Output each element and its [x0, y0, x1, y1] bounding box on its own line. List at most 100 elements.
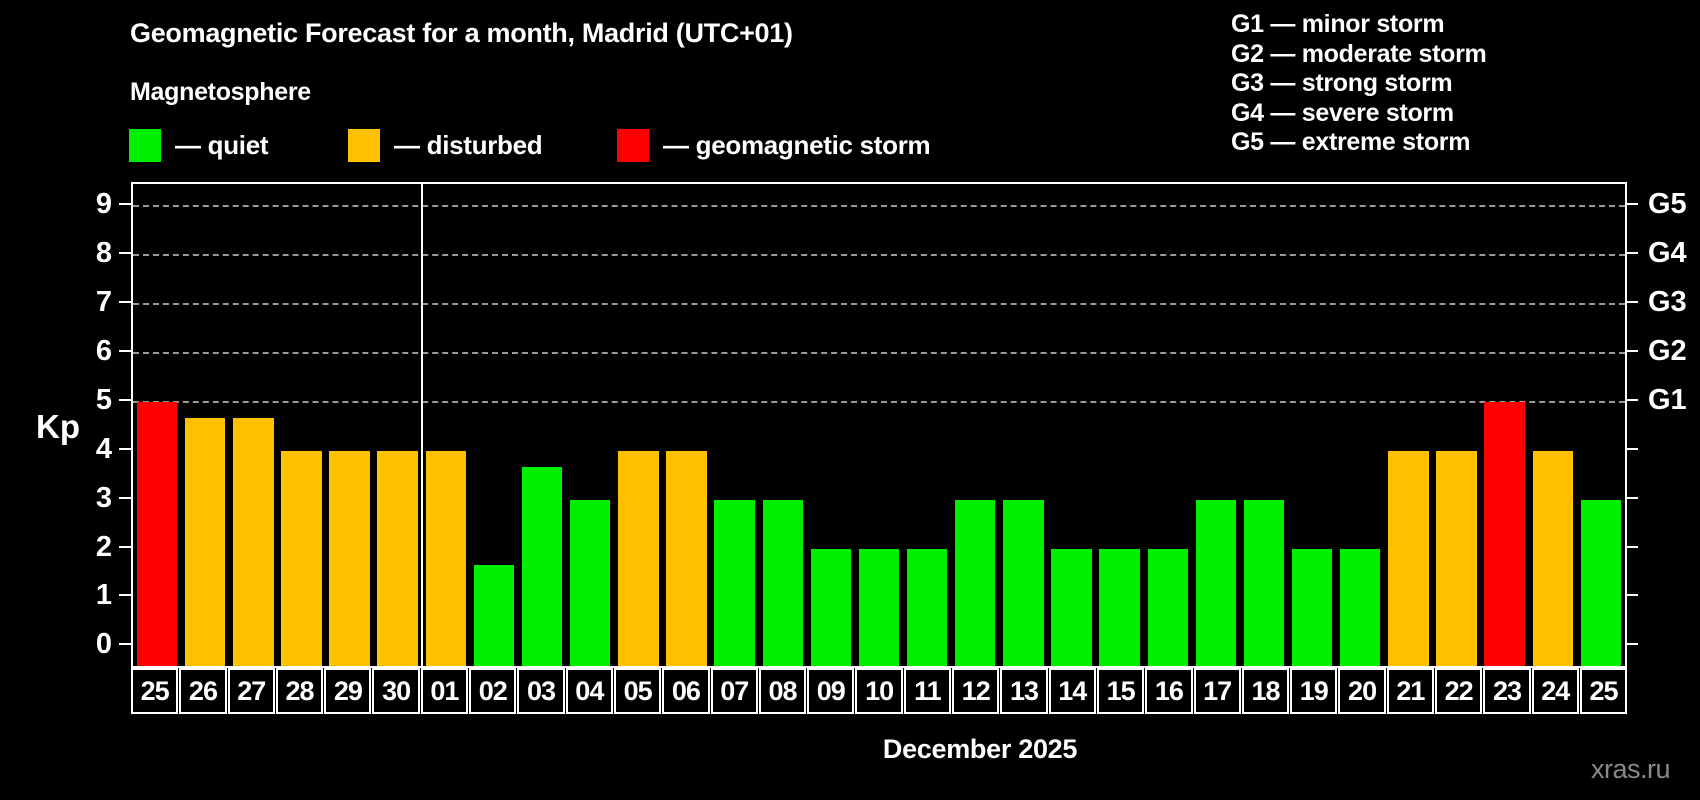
- day-label-05-dec: 05: [613, 668, 662, 714]
- kp-bar-day-29: [329, 450, 370, 666]
- kp-bar-day-24: [1532, 450, 1573, 666]
- x-axis-day-labels: 25 26 27 28 29 30 01 02 03 04 05 06 07 08 09 10 11 12 13 14…: [131, 668, 1628, 714]
- kp-bar-day-05: [618, 450, 659, 666]
- kp-bar-day-25: [136, 401, 178, 666]
- kp-bar-day-11: [906, 548, 948, 666]
- day-label-02-dec: 02: [469, 668, 517, 714]
- day-label-07-dec: 07: [710, 668, 758, 714]
- y-axis-tick-right-2: [1625, 545, 1638, 548]
- kp-bar-day-27: [233, 417, 274, 666]
- day-label-10-dec: 10: [855, 668, 903, 714]
- kp-bar-day-28: [281, 450, 322, 666]
- y-axis-tick-right-5: [1625, 398, 1638, 401]
- kp-bar-day-14: [1051, 548, 1092, 666]
- kp-bar-day-06: [666, 450, 707, 666]
- legend-item-storm: — geomagnetic storm: [617, 128, 931, 162]
- kp-bar-day-21: [1388, 450, 1429, 666]
- y-axis-tick-left-9: [119, 203, 131, 206]
- day-label-23-dec: 23: [1483, 668, 1531, 714]
- gridline-kp-7: [133, 302, 1625, 305]
- y-axis-label-1: 1: [95, 579, 112, 612]
- y-axis-tick-right-8: [1625, 251, 1638, 254]
- right-axis-label-g1: G1: [1648, 383, 1687, 416]
- day-label-19-dec: 19: [1290, 668, 1338, 714]
- day-label-03-dec: 03: [517, 668, 565, 714]
- day-label-24-dec: 24: [1531, 668, 1579, 714]
- y-axis-tick-left-1: [119, 594, 131, 597]
- y-axis-tick-left-2: [119, 545, 131, 548]
- kp-bar-day-12: [955, 499, 996, 666]
- kp-bar-day-08: [762, 499, 803, 666]
- chart-title: Geomagnetic Forecast for a month, Madrid…: [130, 18, 793, 48]
- day-label-17-dec: 17: [1193, 668, 1241, 714]
- right-axis-label-g5: G5: [1648, 188, 1687, 221]
- g-legend-line-2: G2 — moderate storm: [1231, 39, 1487, 68]
- y-axis-tick-left-5: [119, 398, 131, 401]
- right-axis-label-g4: G4: [1648, 236, 1687, 269]
- day-label-14-dec: 14: [1048, 668, 1096, 714]
- kp-bar-day-15: [1099, 548, 1140, 666]
- y-axis-tick-left-8: [119, 251, 131, 254]
- day-label-04-dec: 04: [565, 668, 613, 714]
- y-axis-label-4: 4: [95, 432, 112, 465]
- legend-swatch-quiet-icon: [129, 128, 161, 162]
- y-axis-tick-left-0: [119, 643, 131, 646]
- day-label-21-dec: 21: [1386, 668, 1435, 714]
- y-axis-label-2: 2: [95, 530, 112, 563]
- day-label-12-dec: 12: [952, 668, 1000, 714]
- y-axis-tick-left-6: [119, 349, 131, 352]
- kp-bar-day-10: [858, 548, 900, 666]
- g-legend-line-5: G5 — extreme storm: [1231, 128, 1471, 156]
- kp-bar-day-13: [1003, 499, 1044, 666]
- gridline-kp-6: [133, 351, 1625, 354]
- day-label-25-dec: 25: [1579, 668, 1628, 714]
- g-scale-legend: G1 — minor storm G2 — moderate storm G3 — …: [1231, 10, 1487, 158]
- g-legend-line-3: G3 — strong storm: [1231, 69, 1453, 97]
- y-axis-label-9: 9: [95, 188, 112, 221]
- legend-label-disturbed: — disturbed: [394, 129, 543, 160]
- legend-label-storm: — geomagnetic storm: [663, 129, 931, 160]
- day-label-06-dec: 06: [662, 668, 710, 714]
- y-axis-tick-right-1: [1625, 594, 1638, 597]
- y-axis-tick-right-4: [1625, 447, 1638, 450]
- kp-bar-day-02: [473, 564, 515, 666]
- legend-item-quiet: — quiet: [129, 128, 269, 162]
- y-axis-label-8: 8: [95, 236, 112, 269]
- kp-bar-day-01: [425, 450, 467, 666]
- y-axis-tick-right-3: [1625, 496, 1638, 499]
- right-axis-label-g3: G3: [1648, 285, 1687, 318]
- day-label-29-nov: 29: [324, 668, 372, 714]
- day-label-26-nov: 26: [179, 668, 227, 714]
- day-label-01-dec: 01: [420, 668, 469, 714]
- y-axis-tick-left-7: [119, 300, 131, 303]
- day-label-08-dec: 08: [758, 668, 807, 714]
- day-label-30-nov: 30: [372, 668, 420, 714]
- legend-label-quiet: — quiet: [175, 129, 269, 160]
- kp-bar-day-18: [1243, 499, 1285, 666]
- kp-bar-day-04: [570, 499, 611, 666]
- day-label-15-dec: 15: [1096, 668, 1145, 714]
- y-axis-tick-right-0: [1625, 643, 1638, 646]
- day-label-16-dec: 16: [1145, 668, 1193, 714]
- y-axis-tick-left-4: [119, 447, 131, 450]
- day-label-18-dec: 18: [1241, 668, 1290, 714]
- g-legend-line-4: G4 — severe storm: [1231, 98, 1454, 127]
- kp-bar-day-23: [1484, 401, 1525, 666]
- kp-bar-day-09: [810, 548, 852, 666]
- y-axis-label-6: 6: [95, 334, 112, 367]
- y-axis-label-3: 3: [95, 481, 112, 514]
- kp-bar-day-25: [1580, 499, 1622, 666]
- day-label-22-dec: 22: [1435, 668, 1483, 714]
- day-label-25-nov: 25: [131, 668, 179, 714]
- day-label-11-dec: 11: [903, 668, 952, 714]
- y-axis-tick-right-9: [1625, 203, 1638, 206]
- gridline-kp-5: [133, 400, 1625, 403]
- kp-bar-day-17: [1195, 499, 1237, 666]
- right-axis-label-g2: G2: [1648, 334, 1687, 367]
- kp-bar-day-20: [1340, 548, 1381, 666]
- day-label-13-dec: 13: [1000, 668, 1048, 714]
- kp-bar-day-19: [1291, 548, 1333, 666]
- y-axis-label-5: 5: [95, 383, 112, 416]
- kp-bar-day-26: [184, 417, 226, 666]
